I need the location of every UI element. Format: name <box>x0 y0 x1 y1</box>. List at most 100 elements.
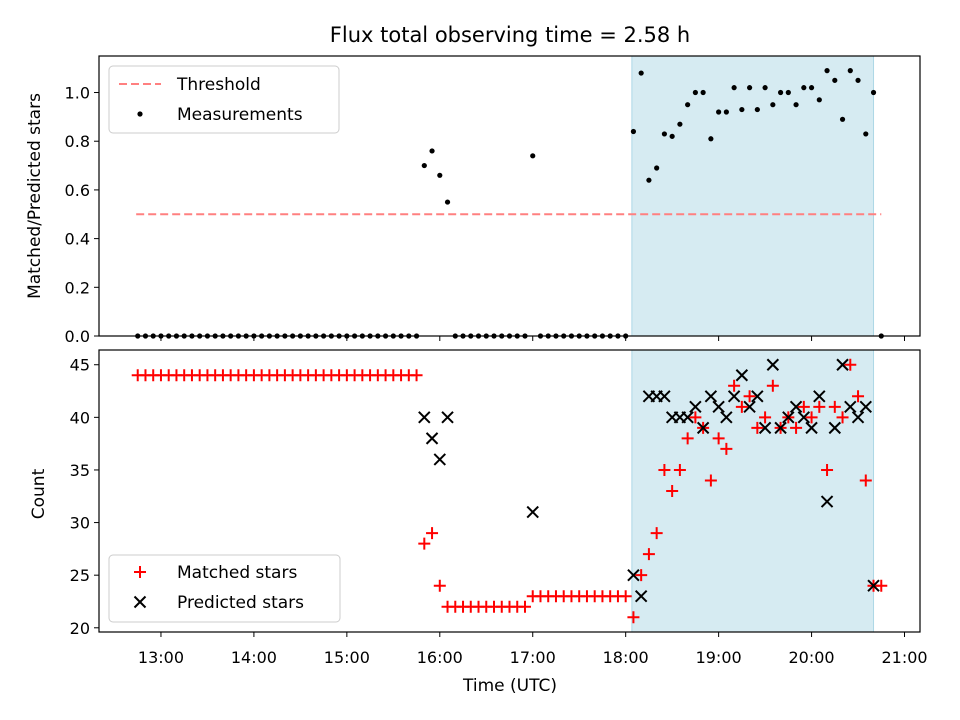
measurement-point <box>677 121 683 127</box>
predicted-star-point <box>735 369 749 382</box>
measurement-point <box>839 116 846 122</box>
measurement-point <box>816 97 822 103</box>
measurement-point <box>762 85 768 91</box>
matched-star-point <box>828 400 841 413</box>
matched-star-point <box>821 463 834 476</box>
predicted-star-point <box>758 421 772 435</box>
matched-star-point <box>627 611 640 624</box>
matched-star-point <box>813 400 826 413</box>
matched-star-point <box>619 590 632 603</box>
matched-star-point <box>410 369 423 382</box>
top-y-tick-label: 1.0 <box>65 84 90 103</box>
matched-star-point <box>728 379 741 392</box>
predicted-star-point <box>751 390 764 403</box>
matched-star-point <box>790 421 803 434</box>
measurement-point <box>870 89 877 96</box>
predicted-star-point <box>418 411 431 424</box>
top-y-tick-label: 0.2 <box>65 278 90 297</box>
matched-star-point <box>704 474 717 487</box>
matched-star-point <box>852 390 865 403</box>
x-tick-label: 14:00 <box>231 648 277 667</box>
x-tick-label: 16:00 <box>417 648 463 667</box>
matched-star-point <box>735 400 748 413</box>
predicted-star-point <box>712 400 725 414</box>
matched-star-point <box>418 537 431 550</box>
matched-star-point <box>635 569 648 582</box>
top-highlight-span <box>631 55 875 337</box>
predicted-star-point <box>634 590 648 603</box>
top-y-axis-label: Matched/Predicted stars <box>25 93 45 299</box>
x-axis: 13:00 14:00 15:00 16:00 17:00 18:00 19:00 20:00… <box>138 336 928 667</box>
measurement-point <box>731 85 737 91</box>
predicted-star-point <box>526 505 539 519</box>
matched-star-point <box>518 600 531 613</box>
predicted-star-point <box>867 579 880 592</box>
top-y-tick-label: 0.0 <box>65 327 90 346</box>
predicted-star-point <box>813 390 826 403</box>
x-tick-label: 19:00 <box>696 648 742 667</box>
measurement-point <box>630 128 637 135</box>
chart-title: Flux total observing time = 2.58 h <box>330 23 690 47</box>
predicted-star-point <box>696 421 710 435</box>
predicted-star-point <box>851 411 865 424</box>
measurement-point <box>669 133 675 139</box>
measurement-point <box>421 162 427 169</box>
predicted-star-point <box>766 358 780 371</box>
bottom-y-axis: 20 25 30 35 40 45 <box>70 356 99 638</box>
predicted-star-point <box>805 421 818 435</box>
measurement-point <box>685 102 691 108</box>
x-tick-label: 18:00 <box>603 648 649 667</box>
matched-legend-swatch <box>134 566 146 578</box>
predicted-star-point <box>844 400 857 414</box>
matched-star-point <box>743 390 756 403</box>
predicted-star-point <box>789 400 803 414</box>
top-y-tick-label: 0.4 <box>65 230 90 249</box>
matched-star-point <box>650 527 663 540</box>
predicted-star-point <box>627 568 640 582</box>
predicted-star-point <box>720 411 733 424</box>
matched-star-point <box>805 411 818 424</box>
predicted-star-point <box>658 390 671 403</box>
matched-star-point <box>433 579 446 592</box>
measurements-legend-label: Measurements <box>177 105 303 125</box>
bottom-y-tick-label: 35 <box>70 461 90 480</box>
measurement-point <box>793 102 799 108</box>
predicted-star-point <box>828 421 842 435</box>
top-panel: 0.0 0.2 0.4 0.6 0.8 1.0 Matched/Predicted sta… <box>25 55 921 346</box>
predicted-star-point <box>727 390 741 403</box>
matched-star-point <box>844 358 857 371</box>
matched-star-point <box>751 421 764 434</box>
predicted-star-point <box>433 453 446 466</box>
matched-star-point <box>859 474 872 487</box>
matched-star-point <box>689 411 702 424</box>
matched-star-point <box>681 432 694 445</box>
predicted-star-point <box>681 411 694 424</box>
bottom-y-tick-label: 25 <box>70 566 90 585</box>
matched-star-point <box>642 548 655 561</box>
measurement-point <box>770 102 776 108</box>
x-tick-label: 20:00 <box>789 648 835 667</box>
bottom-panel: 20 25 30 35 40 45 13:00 14:00 15:00 16:00 17:00 18… <box>29 336 928 696</box>
predicted-star-point <box>859 400 872 414</box>
measurement-point <box>801 85 807 91</box>
measurement-point <box>429 148 435 154</box>
measurement-point <box>700 89 706 96</box>
matched-star-point <box>836 411 849 424</box>
bottom-legend: Matched stars Predicted stars <box>108 554 341 623</box>
matched-star-point <box>875 579 888 592</box>
predicted-star-point <box>797 411 811 424</box>
matched-star-point <box>759 411 772 424</box>
measurement-point <box>638 70 644 76</box>
predicted-star-point <box>689 400 702 414</box>
measurement-point <box>747 85 753 91</box>
x-tick-label: 21:00 <box>881 648 927 667</box>
measurement-point <box>708 136 714 142</box>
measurement-point <box>661 131 668 137</box>
predicted-star-point <box>836 358 849 371</box>
measurement-point <box>723 109 729 115</box>
bottom-plot-area <box>131 358 888 624</box>
matched-legend-label: Matched stars <box>177 563 297 583</box>
predicted-star-point <box>743 400 756 414</box>
matched-star-point <box>766 379 779 392</box>
measurement-point <box>855 77 861 83</box>
